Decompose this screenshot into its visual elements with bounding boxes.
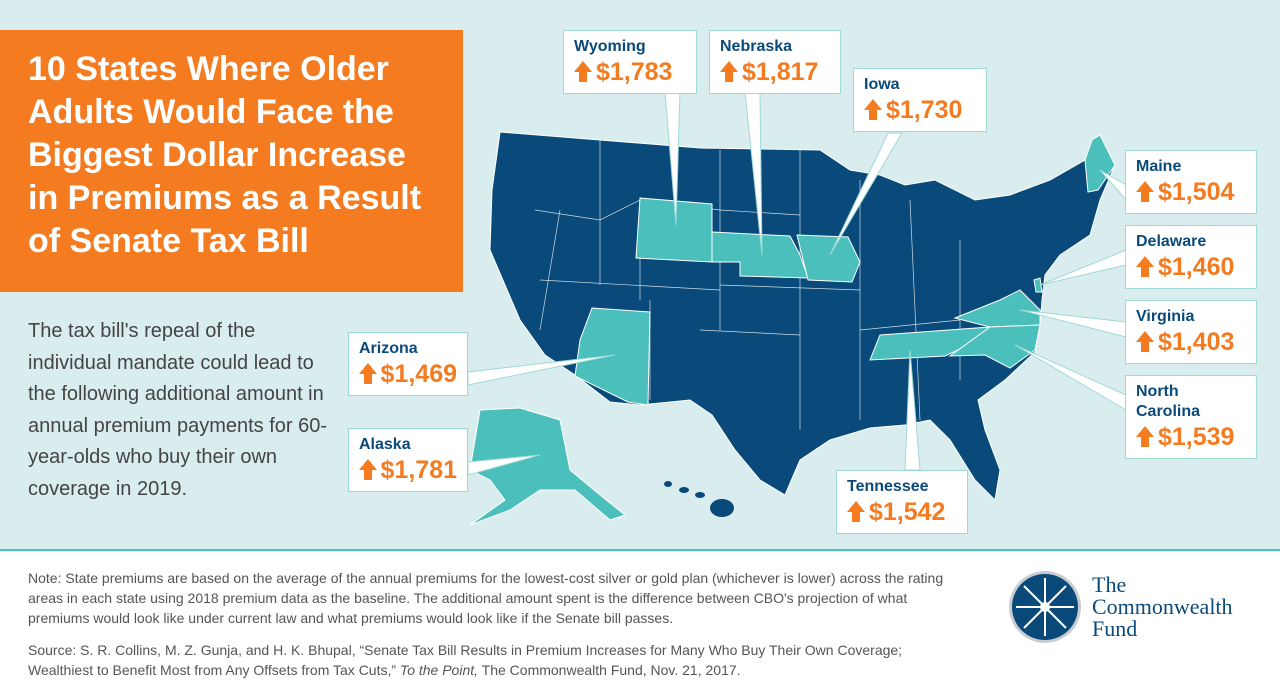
state-value: $1,504 [1158, 178, 1235, 206]
description: The tax bill's repeal of the individual … [28, 320, 328, 500]
state-iowa [796, 234, 861, 283]
callout-virginia: Virginia $1,403 [1125, 300, 1257, 364]
source-suffix: The Commonwealth Fund, Nov. 21, 2017. [478, 662, 741, 678]
state-nebraska [711, 231, 809, 279]
state-value: $1,817 [742, 58, 819, 86]
callout-arizona: Arizona $1,469 [348, 332, 468, 396]
callout-iowa: Iowa $1,730 [853, 68, 987, 132]
state-name: Alaska [359, 436, 411, 453]
state-name: Nebraska [720, 38, 793, 55]
up-arrow-icon [864, 99, 882, 121]
title-box: 10 States Where Older Adults Would Face … [0, 30, 463, 292]
state-name: Iowa [864, 76, 900, 93]
state-value: $1,781 [380, 456, 457, 484]
state-value: $1,469 [380, 360, 457, 388]
hawaii [664, 481, 734, 517]
us-map [467, 91, 1127, 526]
up-arrow-icon [1136, 426, 1154, 448]
state-value: $1,730 [886, 96, 963, 124]
state-name: Tennessee [847, 478, 929, 495]
state-name: Wyoming [574, 38, 646, 55]
up-arrow-icon [359, 459, 377, 481]
note-text: Note: State premiums are based on the av… [28, 570, 944, 626]
state-value: $1,542 [869, 498, 946, 526]
source-prefix: Source: S. R. Collins, M. Z. Gunja, and … [28, 642, 903, 678]
logo-line-3: Fund [1092, 616, 1138, 641]
divider [0, 549, 1280, 551]
leader-lines [467, 91, 1127, 476]
state-name: Arizona [359, 340, 418, 357]
up-arrow-icon [720, 61, 738, 83]
state-wyoming [635, 197, 713, 263]
state-maine [1084, 134, 1116, 193]
callout-wyoming: Wyoming $1,783 [563, 30, 697, 94]
page-title: 10 States Where Older Adults Would Face … [28, 50, 422, 260]
state-value: $1,539 [1158, 423, 1235, 451]
state-alaska [469, 407, 627, 526]
state-name: North Carolina [1136, 383, 1201, 420]
state-value: $1,460 [1158, 253, 1235, 281]
up-arrow-icon [1136, 256, 1154, 278]
callout-tennessee: Tennessee $1,542 [836, 470, 968, 534]
up-arrow-icon [574, 61, 592, 83]
callout-nebraska: Nebraska $1,817 [709, 30, 841, 94]
up-arrow-icon [359, 363, 377, 385]
source-publication: To the Point, [399, 662, 479, 678]
up-arrow-icon [1136, 331, 1154, 353]
callout-maine: Maine $1,504 [1125, 150, 1257, 214]
commonwealth-fund-logo: The Commonwealth Fund [1008, 570, 1233, 644]
up-arrow-icon [847, 501, 865, 523]
state-north-carolina [948, 324, 1041, 369]
source-text: Source: S. R. Collins, M. Z. Gunja, and … [28, 640, 968, 680]
state-name: Maine [1136, 158, 1182, 175]
compass-seal-icon [1009, 571, 1081, 643]
state-name: Delaware [1136, 233, 1207, 250]
up-arrow-icon [1136, 181, 1154, 203]
state-delaware [1033, 277, 1043, 293]
callout-north-carolina: North Carolina $1,539 [1125, 375, 1257, 459]
state-value: $1,783 [596, 58, 673, 86]
logo-line-2: Commonwealth [1092, 594, 1233, 619]
callout-alaska: Alaska $1,781 [348, 428, 468, 492]
state-name: Virginia [1136, 308, 1195, 325]
logo-line-1: The [1092, 572, 1127, 597]
callout-delaware: Delaware $1,460 [1125, 225, 1257, 289]
state-arizona [574, 307, 651, 406]
state-value: $1,403 [1158, 328, 1235, 356]
